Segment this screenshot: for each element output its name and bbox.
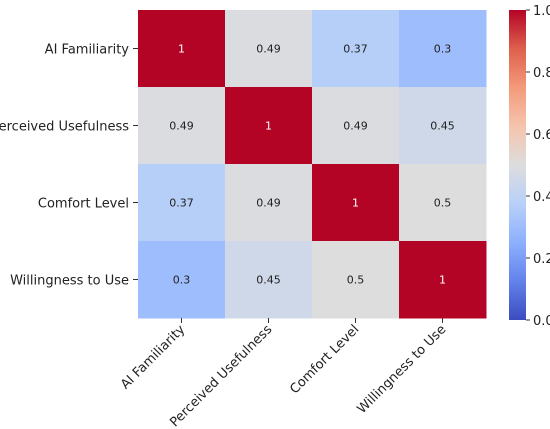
heatmap-cell — [225, 87, 313, 165]
heatmap-cell — [399, 164, 487, 242]
cell-value-label: 0.37 — [343, 43, 368, 56]
cell-value-label: 0.49 — [343, 120, 368, 133]
cell-value-label: 0.49 — [256, 197, 281, 210]
heatmap-cell — [312, 164, 400, 242]
cell-value-label: 0.5 — [347, 274, 365, 287]
heatmap-cell — [399, 87, 487, 165]
row-label: AI Familiarity — [45, 43, 130, 58]
colorbar-tick-label: 0.8 — [533, 66, 550, 81]
heatmap-cell — [312, 10, 400, 88]
cell-value-label: 1 — [265, 120, 272, 133]
cell-value-label: 1 — [439, 274, 446, 287]
row-label: Willingness to Use — [10, 274, 129, 289]
row-label: Comfort Level — [38, 197, 129, 212]
heatmap-cell-labels: 1 0.49 0.37 0.3 0.49 1 0.49 0.45 0.37 0.49 1 0.5 0.3… — [169, 43, 455, 287]
colorbar-tick-label: 0.4 — [533, 190, 550, 205]
colorbar-gradient — [509, 10, 526, 320]
colorbar-tick-label: 0.0 — [533, 314, 550, 329]
heatmap-cell — [138, 241, 226, 319]
heatmap-cell — [225, 164, 313, 242]
row-labels: AI Familiarity Perceived Usefulness Comfor… — [0, 43, 138, 289]
column-label: Comfort Level — [287, 322, 362, 397]
colorbar-tick-label: 1.0 — [533, 4, 550, 19]
cell-value-label: 0.45 — [256, 274, 281, 287]
heatmap-cells — [138, 10, 487, 319]
heatmap-cell — [225, 10, 313, 88]
colorbar-tick-label: 0.6 — [533, 128, 550, 143]
cell-value-label: 0.5 — [434, 197, 452, 210]
colorbar-tick-label: 0.2 — [533, 252, 550, 267]
heatmap-cell — [138, 87, 226, 165]
cell-value-label: 1 — [352, 197, 359, 210]
heatmap-cell — [138, 10, 226, 88]
cell-value-label: 0.49 — [169, 120, 194, 133]
heatmap-cell — [312, 87, 400, 165]
cell-value-label: 0.3 — [173, 274, 191, 287]
heatmap-cell — [138, 164, 226, 242]
column-label: Perceived Usefulness — [167, 322, 275, 429]
cell-value-label: 1 — [178, 43, 185, 56]
column-label: Willingness to Use — [355, 322, 450, 417]
heatmap-cell — [312, 241, 400, 319]
cell-value-label: 0.37 — [169, 197, 194, 210]
heatmap-cell — [399, 241, 487, 319]
heatmap-cell — [225, 241, 313, 319]
cell-value-label: 0.49 — [256, 43, 281, 56]
colorbar: 0.0 0.2 0.4 0.6 0.8 1.0 — [509, 4, 550, 329]
heatmap-cell — [399, 10, 487, 88]
cell-value-label: 0.45 — [430, 120, 455, 133]
column-label: AI Familiarity — [118, 322, 188, 392]
cell-value-label: 0.3 — [434, 43, 452, 56]
row-label: Perceived Usefulness — [0, 120, 129, 135]
